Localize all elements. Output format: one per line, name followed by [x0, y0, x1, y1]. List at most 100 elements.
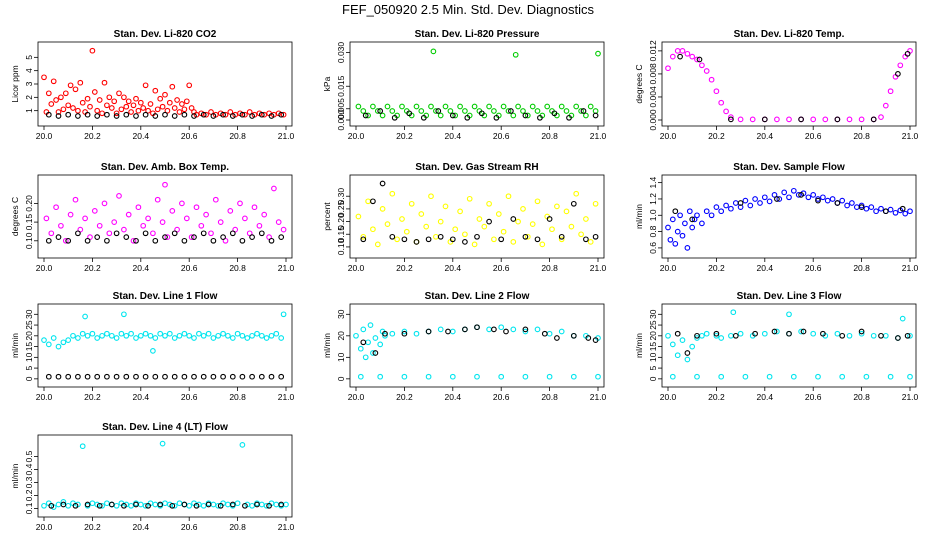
data-point — [113, 113, 120, 119]
data-point — [249, 502, 255, 509]
x-tick-label: 20.4 — [133, 392, 150, 402]
data-point — [708, 76, 715, 83]
data-point — [128, 109, 134, 115]
data-point — [205, 501, 212, 508]
x-tick-label: 20.6 — [181, 392, 198, 402]
data-point — [374, 241, 381, 248]
data-point — [425, 373, 432, 380]
data-point — [563, 208, 570, 215]
data-point — [45, 237, 52, 244]
data-point — [99, 332, 105, 339]
data-point — [878, 205, 884, 212]
data-point — [522, 326, 529, 333]
y-axis-label: Licor ppm — [10, 65, 20, 102]
data-point — [154, 196, 161, 203]
data-point — [761, 194, 768, 201]
data-point — [520, 108, 526, 114]
plot-frame — [37, 41, 293, 127]
plot-frame — [661, 174, 917, 259]
data-point — [592, 337, 599, 343]
data-point — [273, 501, 280, 508]
data-point — [133, 95, 139, 102]
data-point — [254, 330, 260, 337]
plot-frame — [37, 303, 293, 388]
data-point — [101, 200, 108, 207]
data-point — [215, 332, 222, 339]
data-point — [464, 114, 471, 121]
x-tick-label: 20.0 — [36, 522, 53, 532]
data-point — [75, 373, 81, 380]
data-point — [183, 98, 190, 105]
data-point — [186, 82, 193, 89]
data-point — [592, 233, 599, 240]
y-tick-label: 0.008 — [648, 63, 658, 85]
data-point — [428, 193, 434, 200]
data-point — [65, 337, 72, 343]
data-point — [534, 236, 541, 243]
data-point — [790, 373, 797, 380]
data-point — [413, 330, 420, 337]
data-point — [892, 209, 899, 216]
data-point — [771, 328, 778, 335]
data-point — [798, 116, 804, 123]
data-point — [377, 108, 384, 114]
x-tick-label: 20.0 — [348, 263, 365, 273]
y-tick-label: 10 — [336, 352, 346, 362]
data-point — [181, 373, 188, 380]
data-point — [786, 194, 792, 201]
data-point — [72, 86, 79, 93]
y-tick-label: 1.2 — [648, 193, 658, 205]
data-point — [55, 113, 62, 119]
data-point — [389, 108, 396, 114]
panel-title: Stan. Dev. Line 2 Flow — [425, 291, 530, 302]
data-point — [94, 113, 101, 119]
data-point — [130, 237, 137, 244]
panel-temp: Stan. Dev. Li-820 Temp. 20.0 20.2 20.4 20.6 2… — [634, 29, 919, 141]
x-tick-label: 20.0 — [36, 392, 53, 402]
data-point — [406, 110, 413, 117]
panel-title: Stan. Dev. Line 4 (LT) Flow — [102, 422, 228, 433]
data-point — [169, 208, 176, 214]
data-point — [58, 222, 64, 229]
x-tick-label: 20.8 — [541, 392, 558, 402]
data-point — [162, 332, 168, 339]
data-point — [142, 502, 149, 509]
data-point — [137, 501, 144, 508]
data-point — [280, 226, 287, 233]
x-tick-label: 20.6 — [493, 263, 510, 273]
data-point — [834, 200, 841, 206]
data-point — [41, 502, 47, 509]
data-point — [67, 211, 74, 218]
y-axis-label: kPa — [322, 76, 332, 91]
data-point — [268, 332, 275, 339]
panel-title: Stan. Dev. Li-820 Temp. — [734, 29, 845, 40]
x-tick-label: 20.2 — [396, 131, 413, 141]
data-point — [401, 328, 408, 335]
data-point — [437, 218, 444, 225]
data-point — [220, 111, 226, 118]
x-tick-label: 20.8 — [853, 263, 870, 273]
data-point — [121, 502, 127, 509]
data-point — [43, 215, 50, 222]
data-point — [672, 240, 679, 247]
x-tick-label: 20.2 — [708, 392, 725, 402]
x-tick-label: 21.0 — [902, 263, 919, 273]
data-point — [691, 216, 698, 223]
data-point — [45, 373, 52, 380]
data-point — [55, 373, 62, 380]
data-point — [227, 109, 234, 115]
y-tick-label: 20 — [24, 331, 34, 341]
data-point — [774, 328, 780, 335]
data-point — [193, 502, 200, 509]
data-point — [188, 105, 195, 111]
data-point — [428, 103, 434, 110]
data-point — [150, 348, 156, 354]
data-point — [355, 103, 362, 110]
data-point — [362, 112, 369, 119]
data-point — [229, 230, 236, 237]
x-tick-label: 20.0 — [348, 392, 365, 402]
data-point — [737, 116, 744, 123]
data-point — [210, 501, 217, 508]
x-tick-label: 20.6 — [805, 392, 822, 402]
data-point — [868, 204, 875, 210]
